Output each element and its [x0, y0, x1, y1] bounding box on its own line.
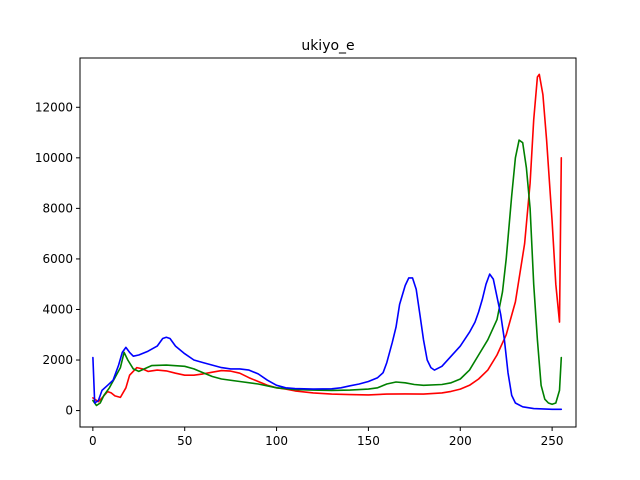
x-axis: 0 50 100 150 200 250 [89, 427, 564, 448]
x-tick-label: 50 [177, 434, 192, 448]
x-tick-label: 250 [541, 434, 564, 448]
x-tick-label: 150 [357, 434, 380, 448]
y-tick-label: 6000 [42, 252, 73, 266]
y-tick-label: 8000 [42, 201, 73, 215]
series-layer [92, 73, 563, 411]
x-tick-label: 0 [89, 434, 97, 448]
series-line-2 [92, 273, 563, 411]
y-axis: 0 2000 4000 6000 8000 10000 12000 [35, 100, 80, 418]
y-tick-label: 12000 [35, 100, 73, 114]
series-line-0 [92, 73, 563, 403]
y-tick-label: 0 [65, 404, 73, 418]
plot-frame [79, 57, 577, 428]
y-tick-label: 2000 [42, 353, 73, 367]
y-tick-label: 4000 [42, 302, 73, 316]
y-tick-label: 10000 [35, 151, 73, 165]
x-tick-label: 100 [265, 434, 288, 448]
plot-area [79, 57, 577, 428]
series-line-1 [92, 139, 563, 407]
x-tick-label: 200 [449, 434, 472, 448]
chart-title: ukiyo_e [301, 38, 354, 54]
